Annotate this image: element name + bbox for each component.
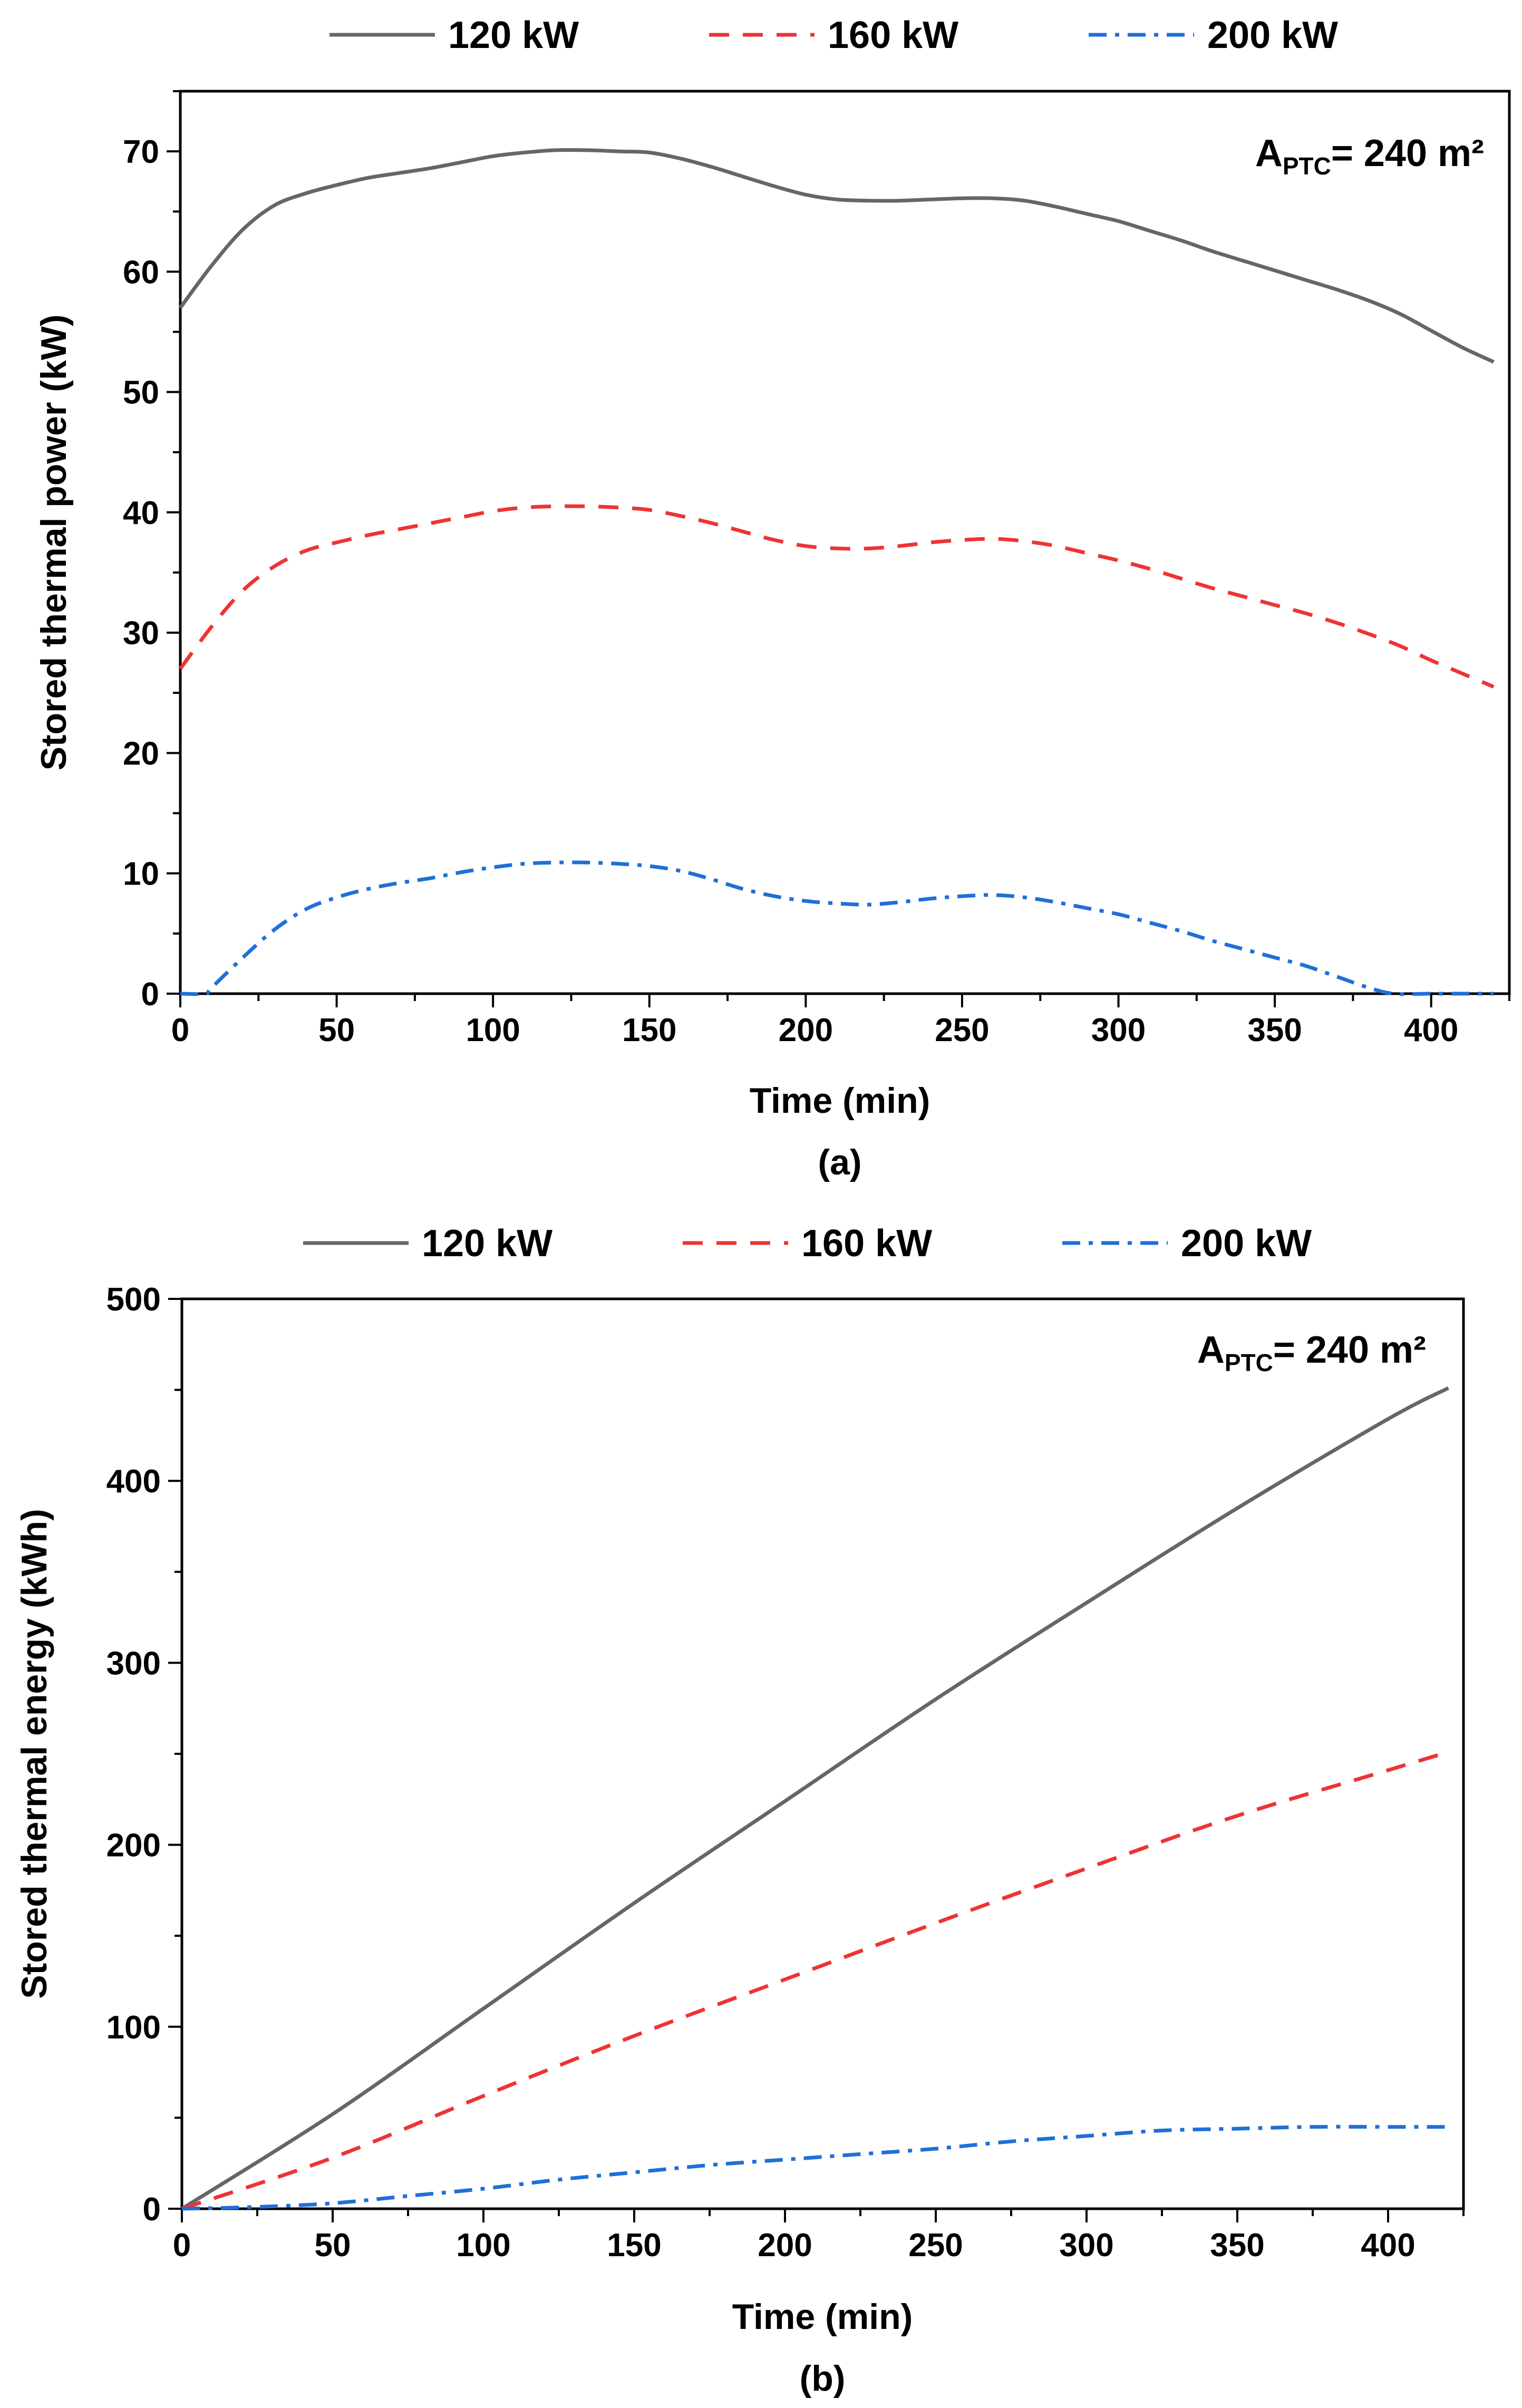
x-tick-label: 100 — [456, 2227, 510, 2264]
x-tick-label: 0 — [171, 1012, 189, 1048]
y-tick-label: 0 — [141, 976, 159, 1013]
series-line-a-2 — [180, 860, 1494, 996]
annotation-b-main: A — [1197, 1329, 1225, 1371]
ticks-a — [167, 90, 1510, 1007]
x-tick-label: 200 — [779, 1012, 833, 1048]
chart-a: 120 kW 160 kW 200 kW 0 50 100 150 200 250 300 3… — [34, 14, 1511, 1182]
x-tick-label: 100 — [466, 1012, 520, 1048]
x-tick-label: 150 — [622, 1012, 676, 1048]
y-tick-label: 50 — [123, 375, 159, 411]
x-axis-title-b: Time (min) — [732, 2297, 913, 2337]
y-axis-title-b: Stored thermal energy (kWh) — [14, 1509, 54, 1999]
y-tick-label: 300 — [106, 1645, 161, 1682]
annotation-a-main: A — [1255, 132, 1283, 174]
annotation-b-sub: PTC — [1225, 1349, 1273, 1376]
legend-a: 120 kW 160 kW 200 kW — [329, 14, 1338, 56]
x-tick-label: 50 — [318, 1012, 355, 1048]
x-tick-label: 350 — [1247, 1012, 1302, 1048]
plot-frame-a — [179, 90, 1511, 995]
series-line-b-1 — [181, 1750, 1449, 2211]
x-tick-label: 300 — [1059, 2227, 1113, 2264]
legend-b-label-0: 120 kW — [422, 1222, 552, 1265]
x-axis-title-a: Time (min) — [750, 1081, 930, 1121]
y-tick-label: 100 — [106, 2009, 161, 2046]
legend-a-label-1: 160 kW — [828, 14, 958, 56]
annotation-b-rest: = 240 m² — [1273, 1329, 1426, 1371]
y-tick-label: 200 — [106, 1828, 161, 1864]
x-tick-label: 150 — [607, 2227, 661, 2264]
panel-label-a: (a) — [818, 1142, 861, 1182]
series-lines-b — [181, 1386, 1449, 2211]
x-tick-label: 350 — [1210, 2227, 1264, 2264]
annotation-a-sub: PTC — [1283, 152, 1331, 180]
y-tick-label: 70 — [123, 134, 159, 170]
legend-a-label-2: 200 kW — [1207, 14, 1338, 56]
y-tick-label: 20 — [123, 735, 159, 772]
legend-b: 120 kW 160 kW 200 kW — [303, 1222, 1312, 1265]
tick-labels-a: 0 50 100 150 200 250 300 350 400 0 10 20 30 40 50 60 70 — [123, 134, 1458, 1048]
plot-frame-b — [180, 1297, 1465, 2210]
y-tick-label: 400 — [106, 1463, 161, 1500]
panel-label-b: (b) — [800, 2358, 846, 2399]
annotation-b: APTC= 240 m² — [1197, 1329, 1426, 1376]
annotation-a: APTC= 240 m² — [1255, 132, 1484, 180]
y-tick-label: 30 — [123, 615, 159, 652]
annotation-a-rest: = 240 m² — [1331, 132, 1484, 174]
series-lines-a — [179, 148, 1495, 996]
series-line-b-0 — [181, 1386, 1449, 2210]
x-tick-label: 250 — [908, 2227, 963, 2264]
chart-b: 120 kW 160 kW 200 kW 0 50 100 150 200 250 300 3… — [14, 1222, 1465, 2399]
series-line-a-1 — [179, 504, 1495, 689]
x-tick-label: 0 — [173, 2227, 191, 2264]
x-tick-label: 50 — [315, 2227, 351, 2264]
x-tick-label: 400 — [1404, 1012, 1458, 1048]
y-tick-label: 0 — [143, 2191, 161, 2228]
series-line-b-2 — [181, 2124, 1449, 2211]
y-tick-label: 60 — [123, 254, 159, 290]
legend-b-label-2: 200 kW — [1181, 1222, 1312, 1265]
y-tick-label: 40 — [123, 495, 159, 531]
x-tick-label: 400 — [1361, 2227, 1415, 2264]
ticks-b — [168, 1298, 1465, 2222]
legend-a-label-0: 120 kW — [448, 14, 579, 56]
tick-labels-b: 0 50 100 150 200 250 300 350 400 0 100 200 300 400 500 — [106, 1281, 1416, 2264]
series-line-a-0 — [179, 148, 1495, 364]
y-tick-label: 10 — [123, 856, 159, 892]
legend-b-label-1: 160 kW — [801, 1222, 932, 1265]
x-tick-label: 300 — [1091, 1012, 1146, 1048]
y-axis-title-a: Stored thermal power (kW) — [34, 314, 74, 770]
x-tick-label: 200 — [758, 2227, 812, 2264]
x-tick-label: 250 — [935, 1012, 989, 1048]
y-tick-label: 500 — [106, 1281, 161, 1318]
